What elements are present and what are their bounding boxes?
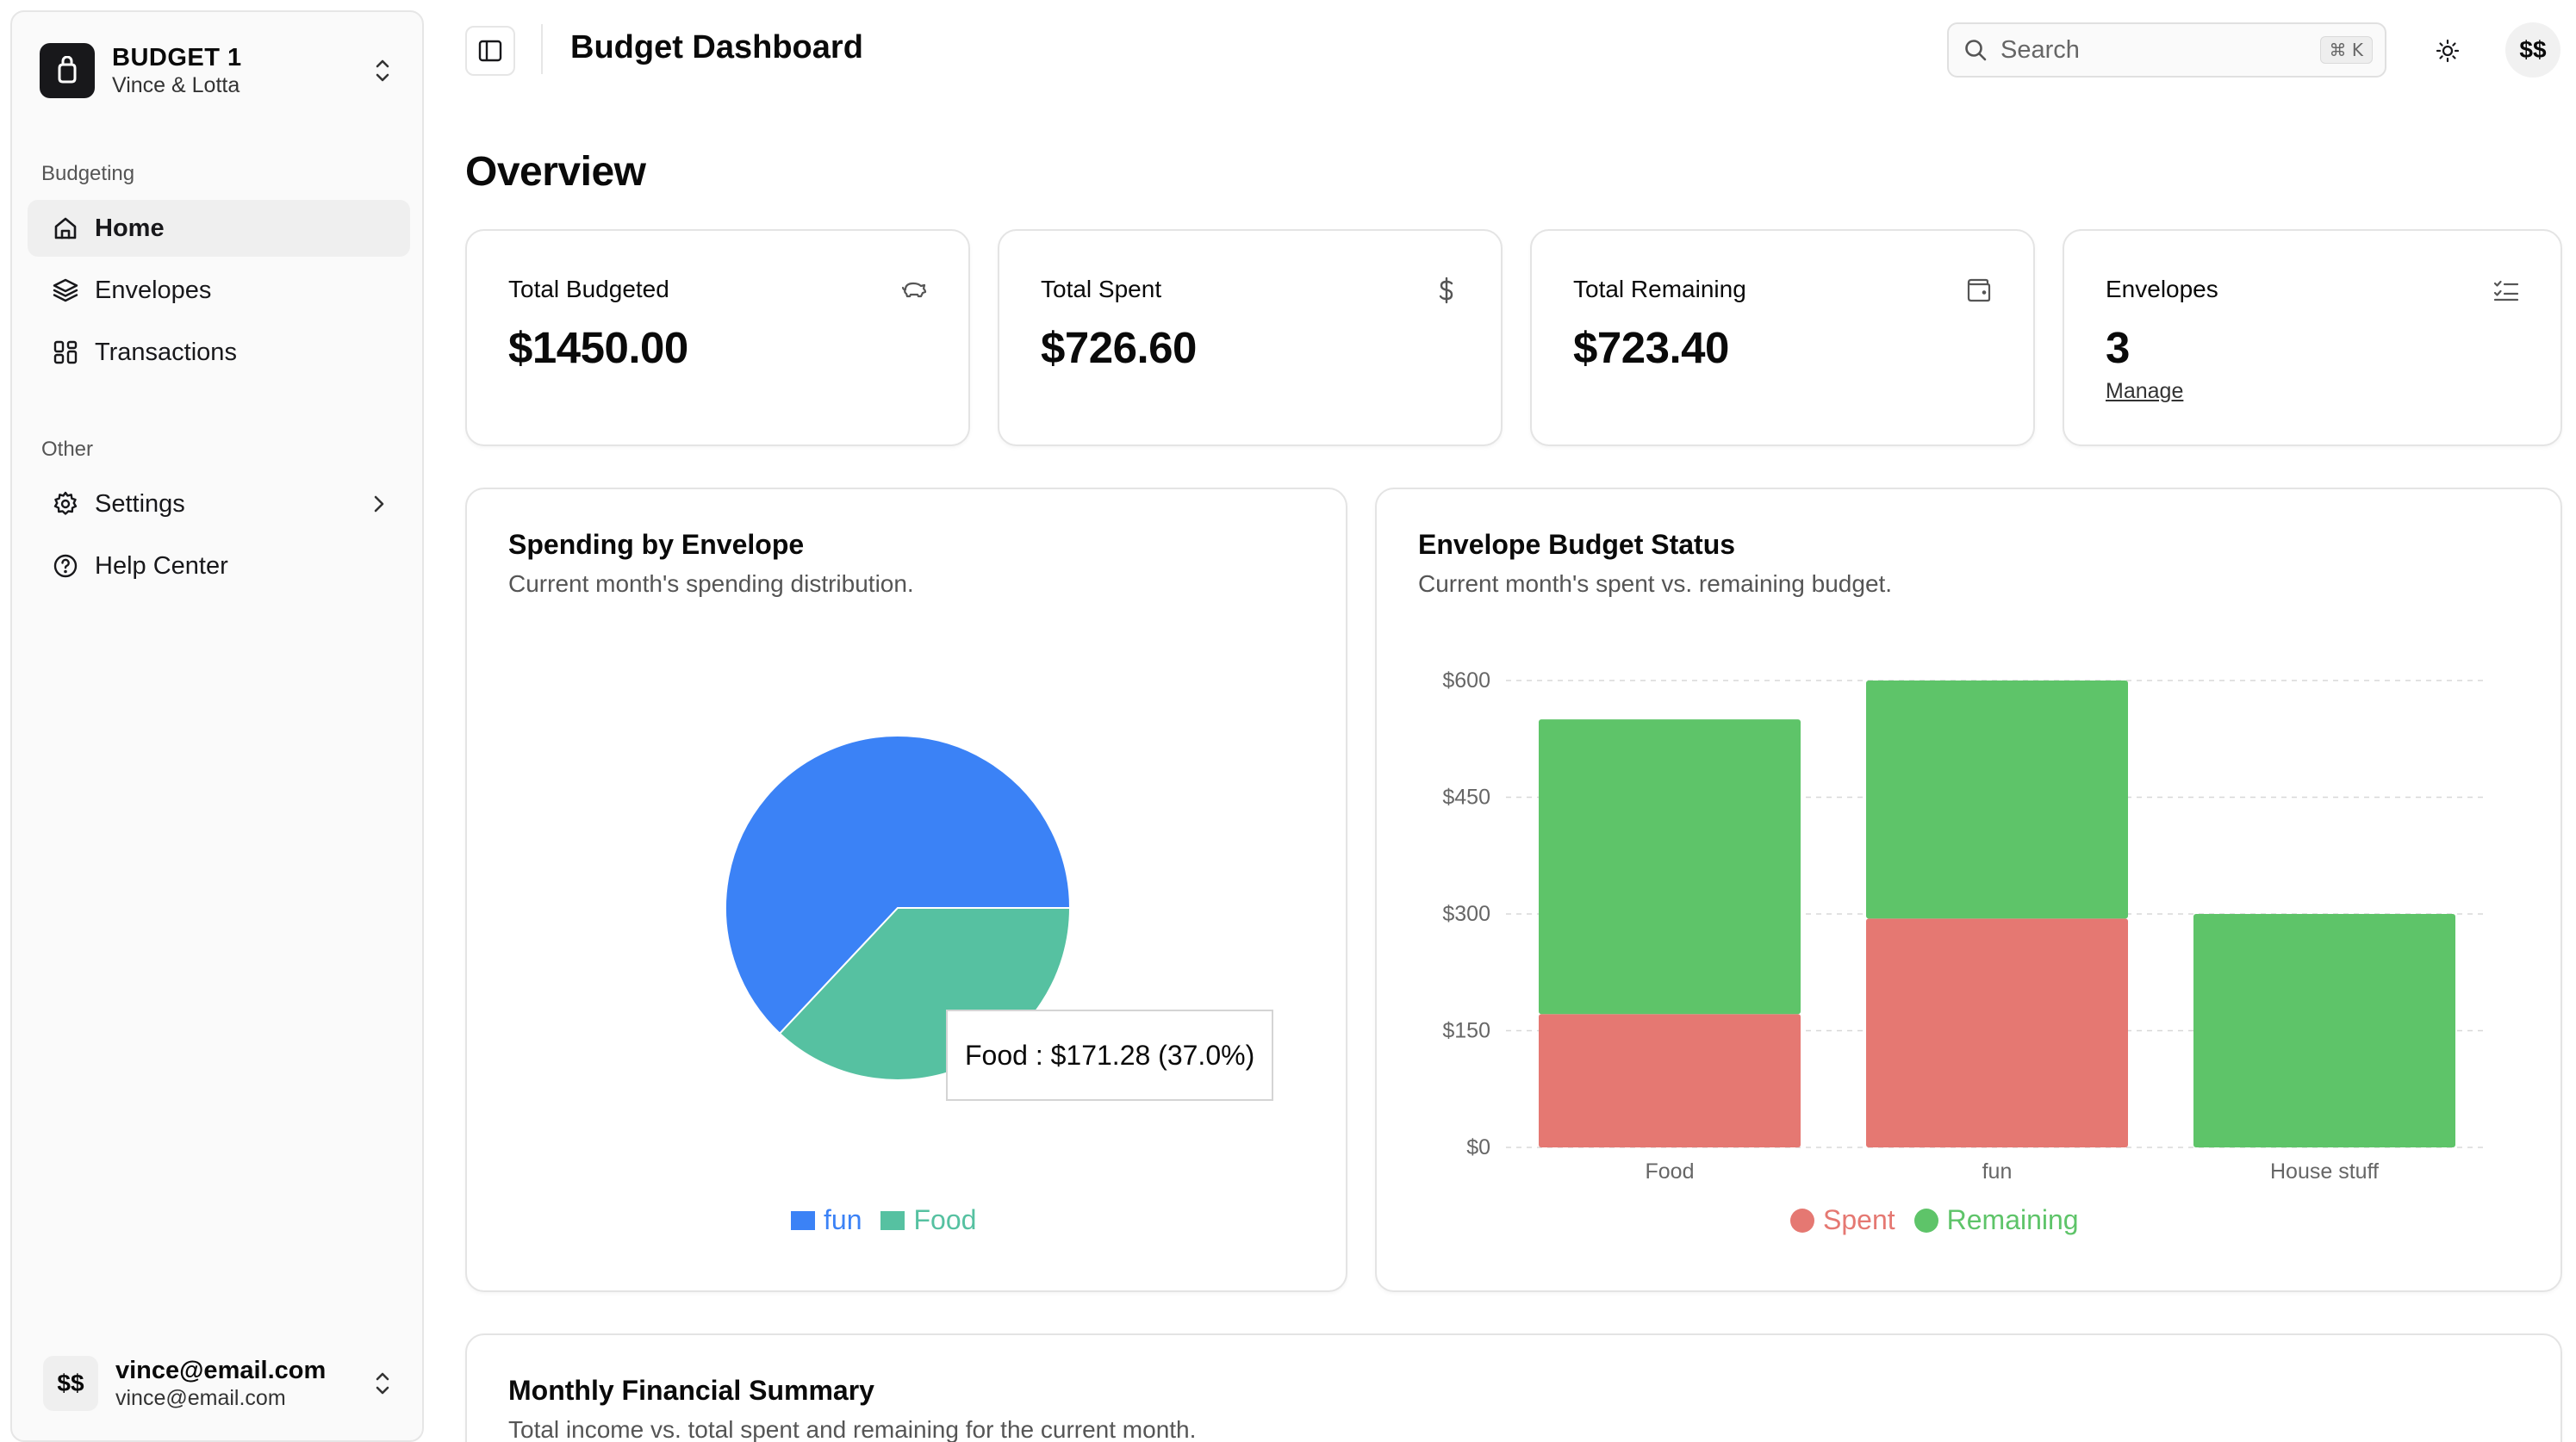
gear-icon xyxy=(53,491,78,515)
legend-item-spent[interactable]: Spent xyxy=(1790,1204,1895,1236)
chevrons-up-down-icon xyxy=(376,59,389,82)
stat-value: $723.40 xyxy=(1573,323,1729,372)
y-tick-label: $0 xyxy=(1466,1135,1490,1159)
chevron-right-icon xyxy=(374,495,384,513)
legend-item-remaining[interactable]: Remaining xyxy=(1913,1204,2079,1236)
workspace-logo-icon xyxy=(40,43,95,98)
search-input[interactable]: Search ⌘ K xyxy=(1947,22,2386,78)
list-checks-icon xyxy=(2493,280,2519,301)
grid-icon xyxy=(53,340,78,364)
legend-swatch xyxy=(880,1210,905,1230)
stat-label: Envelopes xyxy=(2106,276,2218,302)
sidebar-item-label: Settings xyxy=(95,489,185,518)
legend-item-fun[interactable]: fun xyxy=(791,1204,862,1236)
y-tick-label: $300 xyxy=(1442,902,1490,926)
group-label-budgeting: Budgeting xyxy=(41,162,135,185)
card-title: Monthly Financial Summary xyxy=(508,1375,874,1406)
card-description: Total income vs. total spent and remaini… xyxy=(508,1416,1197,1442)
card-title: Spending by Envelope xyxy=(508,529,805,560)
user-avatar: $$ xyxy=(43,1356,98,1411)
sidebar-item-envelopes[interactable]: Envelopes xyxy=(28,262,410,319)
stat-value: $1450.00 xyxy=(508,323,688,372)
sidebar-toggle-button[interactable] xyxy=(465,26,515,76)
search-shortcut: ⌘ K xyxy=(2319,36,2373,64)
sidebar-item-label: Home xyxy=(95,214,165,242)
legend-label: Remaining xyxy=(1946,1204,2079,1235)
stat-label: Total Spent xyxy=(1041,276,1162,302)
stat-value: $726.60 xyxy=(1041,323,1197,372)
sidebar-item-transactions[interactable]: Transactions xyxy=(28,324,410,381)
search-placeholder: Search xyxy=(2000,35,2080,64)
bar-legend: Spent Remaining xyxy=(1790,1204,2098,1236)
user-menu[interactable]: $$ vince@email.com vince@email.com xyxy=(31,1346,410,1421)
stat-value: 3 xyxy=(2106,323,2130,372)
chevrons-up-down-icon xyxy=(376,1372,389,1395)
card-description: Current month's spent vs. remaining budg… xyxy=(1418,570,1893,597)
spending-by-envelope-card: Spending by Envelope Current month's spe… xyxy=(465,488,1347,1292)
legend-item-food[interactable]: Food xyxy=(880,1204,976,1236)
legend-swatch xyxy=(791,1210,815,1230)
sidebar-item-label: Envelopes xyxy=(95,276,212,304)
manage-envelopes-link[interactable]: Manage xyxy=(2106,379,2184,403)
legend-label: Spent xyxy=(1823,1204,1895,1235)
x-tick-label: fun xyxy=(1982,1159,2013,1184)
stat-card-total-remaining: Total Remaining $723.40 xyxy=(1530,229,2035,446)
sun-icon xyxy=(2436,39,2460,63)
sidebar-item-home[interactable]: Home xyxy=(28,200,410,257)
legend-label: fun xyxy=(824,1204,862,1235)
header-divider xyxy=(541,24,543,74)
user-avatar-button[interactable]: $$ xyxy=(2505,22,2560,78)
chart-tooltip: Food : $171.28 (37.0%) xyxy=(946,1010,1274,1101)
y-tick-label: $150 xyxy=(1442,1019,1490,1043)
user-email: vince@email.com xyxy=(115,1386,286,1410)
x-tick-label: Food xyxy=(1646,1159,1695,1184)
y-tick-label: $600 xyxy=(1442,668,1490,693)
bar-remaining-fun[interactable] xyxy=(1866,681,2128,919)
home-icon xyxy=(54,217,77,239)
theme-toggle-button[interactable] xyxy=(2428,31,2467,71)
sidebar-item-label: Help Center xyxy=(95,551,228,580)
header-title: Budget Dashboard xyxy=(570,29,863,65)
bar-remaining-house-stuff[interactable] xyxy=(2193,914,2455,1147)
panel-left-icon xyxy=(478,40,502,62)
bar-spent-food[interactable] xyxy=(1539,1014,1801,1147)
pie-slice-fun[interactable] xyxy=(725,735,1072,1035)
group-label-other: Other xyxy=(41,438,94,461)
legend-label: Food xyxy=(913,1204,977,1235)
sidebar-item-settings[interactable]: Settings xyxy=(28,475,410,532)
stat-card-envelopes: Envelopes 3 Manage xyxy=(2063,229,2562,446)
card-description: Current month's spending distribution. xyxy=(508,570,914,597)
page-title: Overview xyxy=(465,149,646,195)
envelope-budget-status-card: Envelope Budget Status Current month's s… xyxy=(1375,488,2562,1292)
dollar-sign-icon xyxy=(1439,277,1453,304)
monthly-financial-summary-card: Monthly Financial Summary Total income v… xyxy=(465,1333,2562,1442)
workspace-switcher[interactable]: BUDGET 1 Vince & Lotta xyxy=(31,31,410,110)
workspace-subtitle: Vince & Lotta xyxy=(112,73,240,97)
bar-remaining-food[interactable] xyxy=(1539,719,1801,1015)
legend-swatch xyxy=(1790,1208,1814,1233)
x-tick-label: House stuff xyxy=(2270,1159,2379,1184)
sidebar-item-help-center[interactable]: Help Center xyxy=(28,538,410,594)
pie-legend: fun Food xyxy=(791,1204,995,1236)
y-tick-label: $450 xyxy=(1442,786,1490,810)
workspace-title: BUDGET 1 xyxy=(112,44,242,71)
stat-label: Total Remaining xyxy=(1573,276,1746,302)
wallet-icon xyxy=(1967,278,1991,302)
piggy-bank-icon xyxy=(901,282,927,298)
layers-icon xyxy=(53,278,78,302)
sidebar: BUDGET 1 Vince & Lotta Budgeting Home En… xyxy=(10,10,424,1442)
bar-spent-fun[interactable] xyxy=(1866,918,2128,1147)
card-title: Envelope Budget Status xyxy=(1418,529,1736,560)
stat-card-total-budgeted: Total Budgeted $1450.00 xyxy=(465,229,970,446)
stat-card-total-spent: Total Spent $726.60 xyxy=(998,229,1503,446)
search-icon xyxy=(1965,40,1987,61)
sidebar-item-label: Transactions xyxy=(95,338,237,366)
pie-chart xyxy=(725,735,1072,1081)
help-circle-icon xyxy=(53,554,78,578)
stat-label: Total Budgeted xyxy=(508,276,669,302)
legend-swatch xyxy=(1913,1208,1938,1233)
stacked-bar-chart: $0 $150 $300 $450 $600 Food fun House stuff xyxy=(1442,668,2488,1184)
user-name: vince@email.com xyxy=(115,1357,327,1384)
